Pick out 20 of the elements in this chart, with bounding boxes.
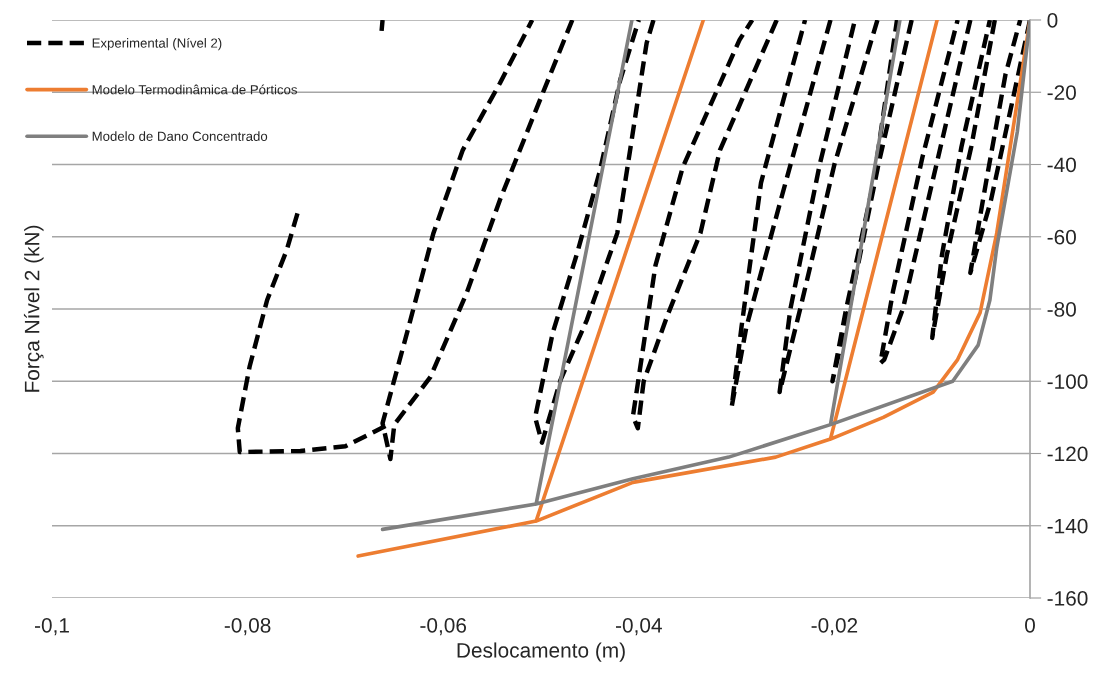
legend-label: Modelo Termodinâmica de Pórticos [92,84,298,95]
legend-label: Modelo de Dano Concentrado [92,131,268,141]
y-tick-label: -120 [1047,446,1088,462]
y-tick-label: -20 [1047,85,1076,100]
y-tick-label: -100 [1047,374,1088,389]
x-tick-label: -0,08 [224,617,271,636]
x-tick-label: -0,02 [811,617,858,636]
y-tick-label: -40 [1047,157,1076,173]
x-tick-label: -0,04 [615,617,662,636]
y-tick-label: -160 [1047,591,1088,606]
y-tick-label: 0 [1047,13,1058,28]
x-tick-label: -0,1 [34,617,69,636]
x-tick-label: 0 [1025,617,1035,633]
x-axis-title: Deslocamento (m) [457,642,625,662]
y-tick-label: -60 [1047,229,1076,245]
y-tick-label: -140 [1047,518,1088,534]
x-tick-label: -0,06 [420,617,467,636]
y-axis-title: Força Nível 2 (kN) [23,225,44,392]
y-tick-label: -80 [1047,302,1076,317]
legend-label: Experimental (Nível 2) [92,37,222,51]
